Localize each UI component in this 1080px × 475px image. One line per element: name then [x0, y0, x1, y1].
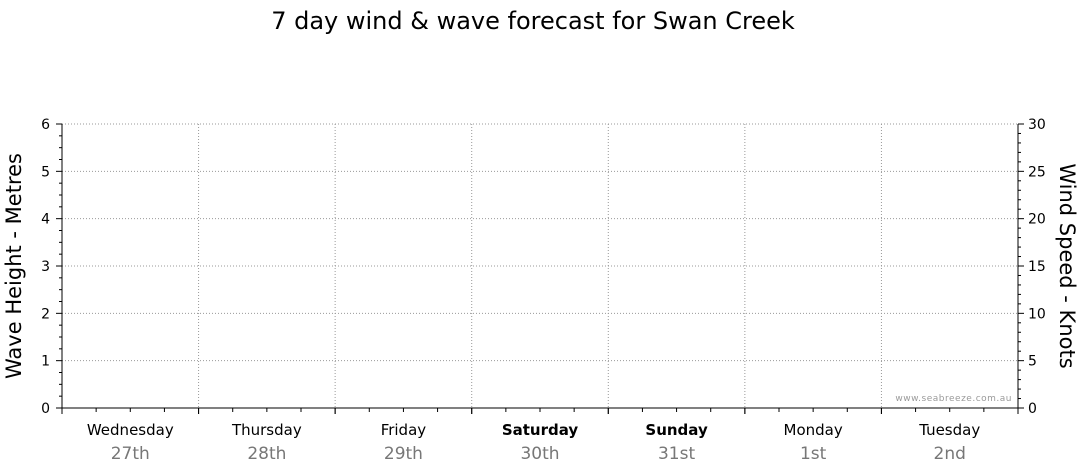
left-axis-ticks: 0 1 2 3 4 5 6	[41, 117, 62, 417]
right-axis-ticks: 0 5 10 15 20 25 30	[1018, 117, 1046, 417]
left-tick-label: 2	[41, 306, 50, 322]
day-date-label: 27th	[111, 444, 150, 464]
day-date-label: 30th	[520, 444, 559, 464]
day-labels: Wednesday 27th Thursday 28th Friday 29th Satur…	[87, 421, 980, 464]
grid-lines	[62, 123, 1018, 408]
left-tick-label: 6	[41, 117, 50, 133]
right-tick-label: 30	[1028, 117, 1046, 133]
right-tick-label: 25	[1028, 164, 1046, 180]
right-axis-title: Wind Speed - Knots	[1055, 163, 1079, 368]
day-date-label: 29th	[384, 444, 423, 464]
day-name-label: Wednesday	[87, 421, 174, 439]
day-date-label: 2nd	[934, 444, 966, 464]
left-axis-title: Wave Height - Metres	[2, 153, 26, 379]
left-tick-label: 3	[41, 259, 50, 275]
right-tick-label: 20	[1028, 212, 1046, 228]
day-name-label: Sunday	[645, 421, 708, 439]
day-name-label: Friday	[381, 421, 427, 439]
day-date-label: 31st	[658, 444, 695, 464]
left-tick-label: 1	[41, 354, 50, 370]
right-tick-label: 15	[1028, 259, 1046, 275]
day-name-label: Monday	[784, 421, 843, 439]
day-date-label: 28th	[247, 444, 286, 464]
right-tick-label: 5	[1028, 354, 1037, 370]
left-tick-label: 4	[41, 212, 50, 228]
day-date-label: 1st	[800, 444, 827, 464]
day-name-label: Saturday	[502, 421, 579, 439]
right-tick-label: 10	[1028, 306, 1046, 322]
left-tick-label: 5	[41, 164, 50, 180]
right-tick-label: 0	[1028, 401, 1037, 417]
left-tick-label: 0	[41, 401, 50, 417]
day-name-label: Tuesday	[918, 421, 980, 439]
day-name-label: Thursday	[231, 421, 302, 439]
axes	[61, 124, 1019, 414]
chart-title: 7 day wind & wave forecast for Swan Cree…	[271, 7, 795, 35]
watermark: www.seabreeze.com.au	[895, 394, 1012, 404]
